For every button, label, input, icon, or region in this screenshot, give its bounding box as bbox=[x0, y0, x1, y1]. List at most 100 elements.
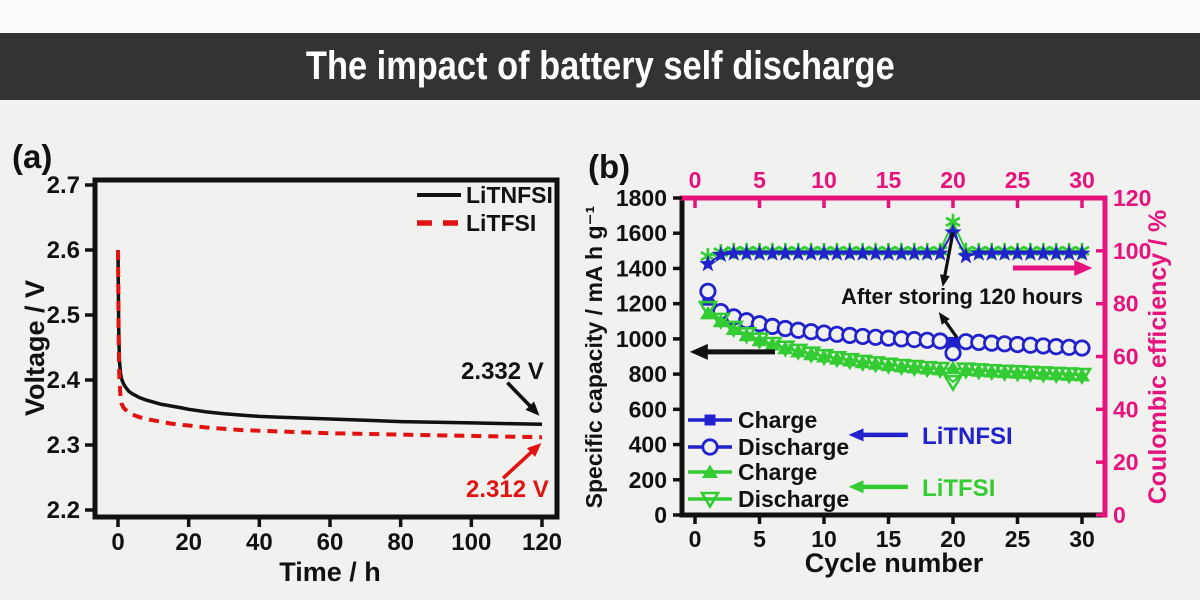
legend-label-b-3: Discharge bbox=[738, 486, 849, 512]
marker-star-filled bbox=[996, 244, 1014, 261]
x-tick-label-bottom-b: 5 bbox=[753, 526, 766, 552]
page-title: The impact of battery self discharge bbox=[305, 44, 895, 88]
x-tick-label-bottom-b: 15 bbox=[876, 526, 902, 552]
annotation-a-0: 2.332 V bbox=[461, 358, 544, 385]
axis-arrow-left-head bbox=[689, 343, 708, 360]
x-tick-label-top-b: 20 bbox=[940, 167, 966, 193]
annotation-arrow-a-0-head bbox=[525, 401, 540, 416]
marker-square-filled bbox=[702, 294, 714, 306]
x-tick-label-top-b: 5 bbox=[753, 167, 766, 193]
x-tick-label-top-b: 25 bbox=[1005, 167, 1031, 193]
marker-triangle-open-down bbox=[1033, 366, 1054, 384]
y-tick-label-right-b: 60 bbox=[1113, 344, 1139, 370]
marker-star-filled bbox=[1060, 244, 1078, 261]
x-tick-label-a: 120 bbox=[522, 529, 562, 556]
y-tick-label-left-b: 0 bbox=[654, 502, 667, 528]
marker-triangle-open-down bbox=[929, 361, 951, 380]
y-tick-label-left-b: 1600 bbox=[616, 220, 667, 246]
x-axis-title-a: Time / h bbox=[279, 557, 381, 587]
annotation-storing-arrow-1-head bbox=[938, 312, 950, 325]
x-tick-label-top-b: 0 bbox=[689, 167, 702, 193]
x-tick-label-a: 60 bbox=[317, 529, 344, 556]
y-tick-label-left-b: 600 bbox=[629, 396, 667, 422]
x-tick-label-bottom-b: 20 bbox=[940, 526, 966, 552]
legend-marker-triangle-filled bbox=[702, 464, 718, 478]
marker-star-filled bbox=[931, 244, 949, 261]
marker-circle-open bbox=[699, 282, 717, 300]
y-axis-title-right-b: Coulombic efficiency / % bbox=[1144, 210, 1172, 505]
marker-triangle-open-down bbox=[749, 332, 770, 350]
annotation-storing-arrow-0-shaft bbox=[942, 232, 955, 281]
marker-star-filled bbox=[699, 255, 717, 272]
group-arrow-litnfsi-head bbox=[848, 428, 864, 442]
marker-star-filled bbox=[802, 244, 820, 261]
legend-label-b-2: Charge bbox=[738, 459, 817, 485]
x-tick-label-a: 80 bbox=[387, 529, 414, 556]
panel-b-label: (b) bbox=[588, 148, 630, 185]
marker-triangle-open-down bbox=[904, 359, 925, 378]
marker-triangle-open-down bbox=[1007, 365, 1028, 383]
marker-triangle-open-down bbox=[891, 358, 912, 377]
y-tick-label-a: 2.7 bbox=[47, 172, 80, 199]
y-tick-label-a: 2.5 bbox=[47, 302, 80, 329]
marker-asterisk bbox=[945, 216, 961, 227]
marker-triangle-open-down bbox=[710, 312, 732, 330]
marker-triangle-open-down bbox=[1071, 367, 1093, 386]
marker-star-filled bbox=[918, 244, 936, 261]
marker-star-filled bbox=[1008, 244, 1027, 261]
marker-triangle-open-down bbox=[852, 354, 873, 373]
curve-litfsi bbox=[116, 249, 543, 440]
marker-star-filled bbox=[957, 247, 975, 264]
marker-triangle-open-down bbox=[1045, 366, 1067, 384]
y-tick-label-right-b: 0 bbox=[1113, 502, 1126, 528]
y-tick-label-left-b: 200 bbox=[629, 467, 667, 493]
marker-star-filled bbox=[983, 244, 1001, 261]
chart-panel-a: (a) 2.2 2.3 2.4 2.5 2.6 2.7 0 20 40 60 80 100 120 Volt… bbox=[12, 138, 562, 587]
x-tick-label-a: 40 bbox=[246, 529, 273, 556]
marker-star-filled bbox=[776, 244, 794, 261]
marker-circle-open bbox=[1073, 339, 1091, 357]
axis-arrow-right-head bbox=[1074, 260, 1093, 276]
y-tick-label-left-b: 1400 bbox=[616, 255, 667, 281]
y-tick-label-left-b: 1000 bbox=[616, 326, 667, 352]
x-axis-title-b: Cycle number bbox=[805, 548, 984, 578]
x-tick-label-top-b: 30 bbox=[1069, 167, 1095, 193]
marker-star-filled bbox=[905, 244, 923, 261]
marker-star-filled bbox=[738, 244, 756, 261]
curve-litnfsi bbox=[116, 249, 543, 426]
x-tick-label-top-b: 10 bbox=[811, 167, 837, 193]
marker-star-filled bbox=[789, 244, 807, 261]
plot-frame-a bbox=[92, 177, 560, 520]
marker-triangle-open-down bbox=[697, 300, 719, 319]
marker-triangle-open-down bbox=[968, 363, 990, 381]
marker-star-filled bbox=[1047, 244, 1065, 261]
annotation-storing: After storing 120 hours bbox=[841, 284, 1083, 309]
marker-triangle-open-down bbox=[787, 343, 809, 361]
x-tick-label-a: 100 bbox=[451, 529, 491, 556]
legend-marker-square-filled bbox=[704, 414, 716, 426]
marker-star-filled bbox=[867, 244, 885, 261]
marker-star-filled bbox=[1021, 244, 1039, 261]
marker-circle-open bbox=[944, 344, 962, 362]
marker-triangle-open-down bbox=[1058, 367, 1080, 385]
marker-triangle-open-down bbox=[736, 327, 757, 345]
x-tick-label-bottom-b: 30 bbox=[1069, 526, 1095, 552]
marker-triangle-open-down bbox=[994, 364, 1015, 382]
series-line-triangle-open-down bbox=[707, 307, 1083, 384]
marker-triangle-open-down bbox=[839, 352, 861, 371]
figure-area: (a) 2.2 2.3 2.4 2.5 2.6 2.7 0 20 40 60 80 100 120 Volt… bbox=[0, 100, 1200, 600]
y-tick-label-right-b: 40 bbox=[1113, 396, 1139, 422]
marker-star-filled bbox=[763, 244, 781, 261]
marker-triangle-open-down bbox=[800, 346, 822, 364]
marker-star-filled bbox=[892, 244, 910, 261]
legend-marker-circle-open bbox=[701, 438, 719, 456]
marker-star-filled bbox=[815, 244, 833, 261]
marker-star-filled bbox=[854, 244, 872, 261]
annotation-a-1: 2.312 V bbox=[466, 476, 549, 503]
marker-triangle-open-down bbox=[1020, 365, 1041, 383]
marker-triangle-open-down bbox=[981, 363, 1002, 382]
marker-triangle-filled bbox=[699, 305, 716, 320]
annotation-arrow-a-1-shaft bbox=[501, 447, 537, 480]
marker-triangle-open-down bbox=[775, 340, 796, 358]
x-tick-label-a: 0 bbox=[111, 529, 124, 556]
